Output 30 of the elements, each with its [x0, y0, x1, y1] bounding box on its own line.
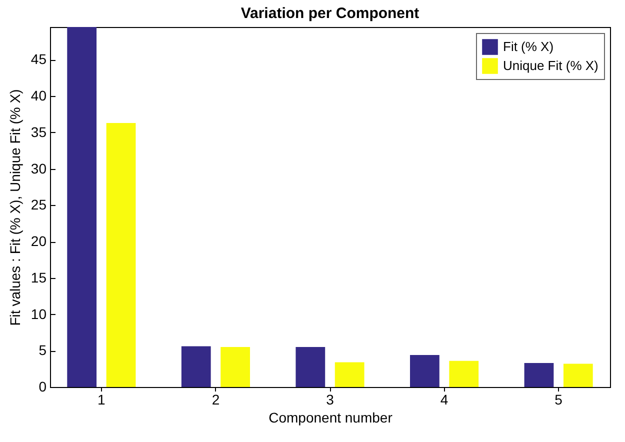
legend-label: Unique Fit (% X)	[503, 58, 598, 73]
y-tick-label: 40	[30, 88, 47, 104]
bar	[410, 355, 440, 387]
y-tick-label: 25	[30, 196, 47, 213]
bar	[296, 347, 326, 387]
y-tick-label: 15	[30, 269, 47, 286]
bar	[67, 27, 97, 387]
x-tick-label: 4	[440, 392, 448, 408]
x-tick-label: 5	[554, 392, 563, 408]
bar	[220, 347, 250, 387]
legend-label: Fit (% X)	[503, 39, 554, 54]
x-tick-label: 3	[326, 392, 334, 408]
y-tick-label: 5	[38, 342, 47, 358]
y-tick-label: 45	[30, 51, 47, 68]
bar	[181, 346, 211, 387]
bar	[334, 362, 364, 387]
bar	[449, 360, 479, 387]
bar	[524, 363, 554, 387]
x-tick-label: 1	[98, 392, 106, 408]
y-tick-label: 0	[38, 378, 47, 394]
bar	[106, 123, 136, 387]
y-tick-label: 10	[30, 306, 47, 322]
y-tick-label: 20	[30, 233, 47, 250]
x-axis-title: Component number	[268, 410, 393, 426]
y-tick-label: 35	[30, 124, 47, 140]
y-axis-title: Fit values : Fit (% X), Unique Fit (% X)	[6, 89, 23, 326]
chart-title: Variation per Component	[240, 5, 420, 22]
y-tick-label: 30	[30, 160, 47, 176]
bar	[563, 364, 593, 387]
x-tick-label: 2	[212, 392, 220, 408]
